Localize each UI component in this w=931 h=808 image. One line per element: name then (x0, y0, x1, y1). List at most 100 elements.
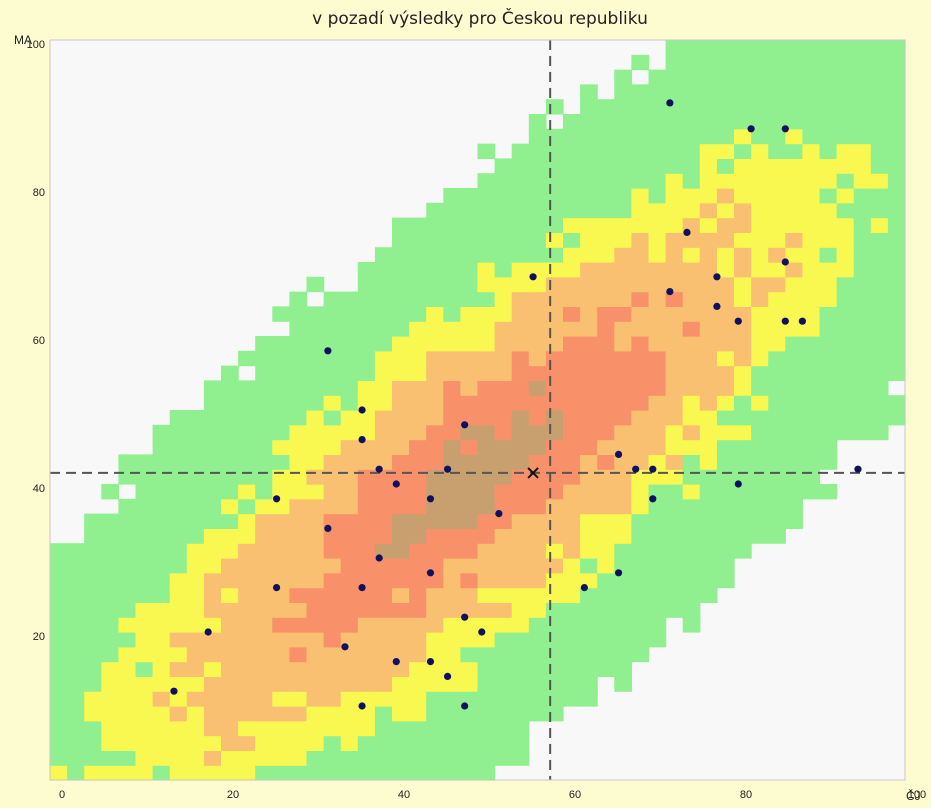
heatmap-cell (563, 247, 581, 263)
data-point (854, 465, 862, 473)
heatmap-cell (169, 735, 188, 751)
heatmap-cell (734, 454, 752, 470)
heatmap-cell (272, 424, 290, 441)
heatmap-cell (426, 247, 444, 263)
heatmap-cell (460, 469, 479, 485)
heatmap-cell (409, 720, 427, 737)
heatmap-cell (392, 661, 410, 677)
heatmap-cell (323, 661, 342, 677)
heatmap-cell (340, 706, 359, 722)
heatmap-cell (682, 291, 701, 307)
heatmap-cell (699, 247, 718, 263)
heatmap-cell (477, 676, 496, 692)
heatmap-cell (357, 306, 376, 322)
heatmap-cell (580, 217, 598, 233)
data-point (461, 613, 469, 621)
heatmap-cell (631, 528, 650, 544)
heatmap-cell (836, 424, 855, 441)
heatmap-cell (631, 247, 650, 263)
heatmap-cell (357, 617, 376, 633)
heatmap-cell (597, 498, 615, 515)
heatmap-cell (682, 188, 701, 204)
heatmap-cell (169, 543, 188, 559)
heatmap-cell (289, 380, 308, 396)
heatmap-cell (870, 365, 889, 381)
heatmap-cell (802, 484, 821, 500)
heatmap-cell (409, 513, 427, 529)
heatmap-cell (118, 750, 137, 766)
heatmap-cell (374, 380, 393, 396)
heatmap-cell (135, 528, 154, 544)
data-point (358, 702, 366, 710)
heatmap-cell (477, 765, 496, 781)
heatmap-cell (477, 646, 496, 663)
heatmap-cell (614, 454, 632, 470)
heatmap-cell (409, 706, 427, 722)
data-point (392, 480, 400, 488)
heatmap-cell (580, 291, 598, 307)
heatmap-cell (67, 558, 85, 574)
heatmap-cell (751, 173, 769, 189)
heatmap-cell (887, 128, 906, 145)
heatmap-cell (682, 395, 701, 411)
heatmap-cell (67, 587, 85, 603)
heatmap-cell (84, 750, 102, 766)
heatmap-cell (426, 602, 444, 618)
heatmap-cell (340, 646, 359, 663)
heatmap-cell (323, 617, 342, 633)
heatmap-cell (494, 395, 513, 411)
heatmap-cell (631, 202, 650, 219)
heatmap-cell (426, 706, 444, 722)
heatmap-cell (477, 720, 496, 737)
heatmap-cell (734, 276, 752, 293)
heatmap-cell (357, 632, 376, 648)
heatmap-cell (238, 498, 256, 515)
heatmap-cell (221, 424, 239, 441)
heatmap-cell (374, 336, 393, 352)
heatmap-cell (494, 365, 513, 381)
heatmap-cell (426, 513, 444, 529)
data-point (614, 569, 623, 577)
heatmap-cell (545, 543, 564, 559)
heatmap-cell (409, 232, 427, 248)
heatmap-cell (255, 410, 273, 426)
data-point (272, 495, 281, 503)
heatmap-cell (443, 202, 461, 219)
heatmap-cell (494, 572, 513, 589)
heatmap-cell (272, 410, 290, 426)
heatmap-cell (135, 691, 154, 707)
heatmap-cell (135, 543, 154, 559)
heatmap-cell (460, 336, 479, 352)
heatmap-cell (580, 543, 598, 559)
heatmap-cell (785, 291, 803, 307)
heatmap-cell (494, 676, 513, 692)
heatmap-cell (84, 602, 102, 618)
heatmap-cell (477, 321, 496, 337)
data-point (734, 317, 742, 325)
heatmap-cell (597, 410, 615, 426)
heatmap-cell (494, 291, 513, 307)
heatmap-cell (306, 543, 325, 559)
heatmap-cell (631, 173, 650, 189)
data-point (443, 465, 452, 473)
heatmap-cell (870, 188, 889, 204)
heatmap-cell (323, 321, 342, 337)
heatmap-cell (836, 69, 855, 85)
heatmap-cell (836, 40, 855, 56)
heatmap-cell (699, 558, 718, 574)
heatmap-cell (443, 276, 461, 293)
heatmap-cell (597, 572, 615, 589)
heatmap-cell (186, 410, 205, 426)
heatmap-cell (272, 454, 290, 470)
heatmap-cell (614, 661, 632, 677)
heatmap-cell (614, 676, 632, 692)
heatmap-cell (802, 469, 821, 485)
data-point (632, 465, 640, 473)
heatmap-cell (443, 528, 461, 544)
heatmap-cell (118, 765, 137, 781)
heatmap-cell (819, 276, 838, 293)
heatmap-cell (545, 276, 564, 293)
heatmap-cell (528, 410, 547, 426)
heatmap-cell (870, 262, 889, 278)
heatmap-cell (443, 602, 461, 618)
